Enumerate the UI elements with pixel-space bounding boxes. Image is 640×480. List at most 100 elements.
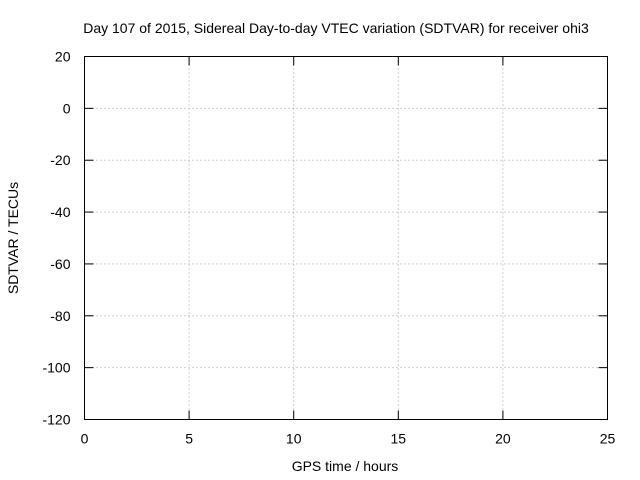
- data-point: [238, 106, 245, 113]
- data-point: [530, 138, 537, 145]
- data-point: [498, 135, 505, 142]
- data-point: [379, 238, 386, 245]
- data-point: [409, 183, 416, 190]
- data-point: [389, 221, 396, 228]
- data-point: [258, 104, 265, 111]
- data-point: [434, 109, 441, 116]
- data-point: [534, 133, 541, 140]
- data-point: [294, 106, 301, 113]
- data-point: [214, 105, 221, 112]
- data-point: [124, 111, 131, 118]
- data-point: [411, 177, 418, 184]
- data-point: [468, 120, 475, 127]
- data-point: [430, 153, 437, 160]
- data-point: [365, 343, 372, 350]
- data-point: [405, 188, 412, 195]
- data-point: [426, 157, 433, 164]
- data-point: [420, 163, 427, 170]
- data-point: [353, 102, 360, 109]
- chart-title: Day 107 of 2015, Sidereal Day-to-day VTE…: [83, 20, 589, 36]
- data-point: [250, 103, 257, 110]
- data-point: [129, 109, 136, 116]
- data-point: [268, 101, 275, 108]
- x-tick-label: 15: [391, 431, 407, 447]
- data-point: [372, 315, 379, 322]
- data-point: [395, 207, 402, 214]
- data-point: [368, 327, 375, 334]
- data-point: [375, 302, 382, 309]
- data-point: [389, 128, 396, 135]
- data-point: [518, 148, 525, 155]
- data-point: [316, 109, 323, 116]
- data-point: [233, 104, 240, 111]
- data-point: [444, 112, 451, 119]
- data-point: [280, 104, 287, 111]
- data-point: [460, 115, 467, 122]
- data-point: [370, 321, 377, 328]
- data-point: [419, 166, 426, 173]
- data-point: [403, 193, 410, 200]
- data-point: [406, 188, 413, 195]
- data-point: [399, 202, 406, 209]
- data-point: [458, 115, 465, 122]
- data-point: [363, 352, 370, 359]
- data-point: [298, 107, 305, 114]
- data-point: [226, 105, 233, 112]
- data-point: [119, 111, 126, 118]
- data-point: [428, 155, 435, 162]
- data-point: [373, 245, 380, 252]
- data-point: [391, 215, 398, 222]
- data-point: [305, 109, 312, 116]
- data-point: [374, 307, 381, 314]
- data-point: [114, 109, 121, 116]
- data-point: [384, 271, 391, 278]
- data-point: [319, 108, 326, 115]
- data-point: [174, 104, 181, 111]
- data-point: [434, 151, 441, 158]
- data-point: [93, 111, 100, 118]
- data-point: [374, 122, 381, 129]
- data-point: [380, 235, 387, 242]
- data-point: [412, 104, 419, 111]
- data-point: [369, 327, 376, 334]
- data-point: [422, 161, 429, 168]
- data-point: [376, 300, 383, 307]
- data-point: [95, 113, 102, 120]
- data-point: [85, 114, 92, 121]
- data-point: [112, 110, 119, 117]
- data-point: [551, 112, 558, 119]
- data-point: [372, 247, 379, 254]
- data-point: [301, 107, 308, 114]
- data-point: [200, 104, 207, 111]
- data-point: [550, 115, 557, 122]
- data-point: [378, 123, 385, 130]
- data-point: [234, 106, 241, 113]
- data-point: [161, 105, 168, 112]
- data-point: [163, 104, 170, 111]
- data-point: [149, 106, 156, 113]
- y-axis-label: SDTVAR / TECUs: [5, 182, 21, 294]
- data-point: [540, 126, 547, 133]
- data-point: [382, 280, 389, 287]
- data-point: [446, 114, 453, 121]
- data-point: [365, 120, 372, 127]
- data-point: [542, 123, 549, 130]
- data-point: [375, 243, 382, 250]
- data-point: [473, 123, 480, 130]
- data-point: [371, 318, 378, 325]
- data-point: [410, 180, 417, 187]
- data-point: [154, 106, 161, 113]
- data-point: [379, 291, 386, 298]
- data-point: [372, 122, 379, 129]
- data-point: [429, 155, 436, 162]
- data-point: [292, 106, 299, 113]
- data-point: [480, 127, 487, 134]
- data-point: [383, 274, 390, 281]
- data-point: [388, 220, 395, 227]
- data-point: [385, 229, 392, 236]
- data-point: [456, 115, 463, 122]
- data-point: [507, 143, 514, 150]
- data-point: [462, 119, 469, 126]
- data-point: [415, 172, 422, 179]
